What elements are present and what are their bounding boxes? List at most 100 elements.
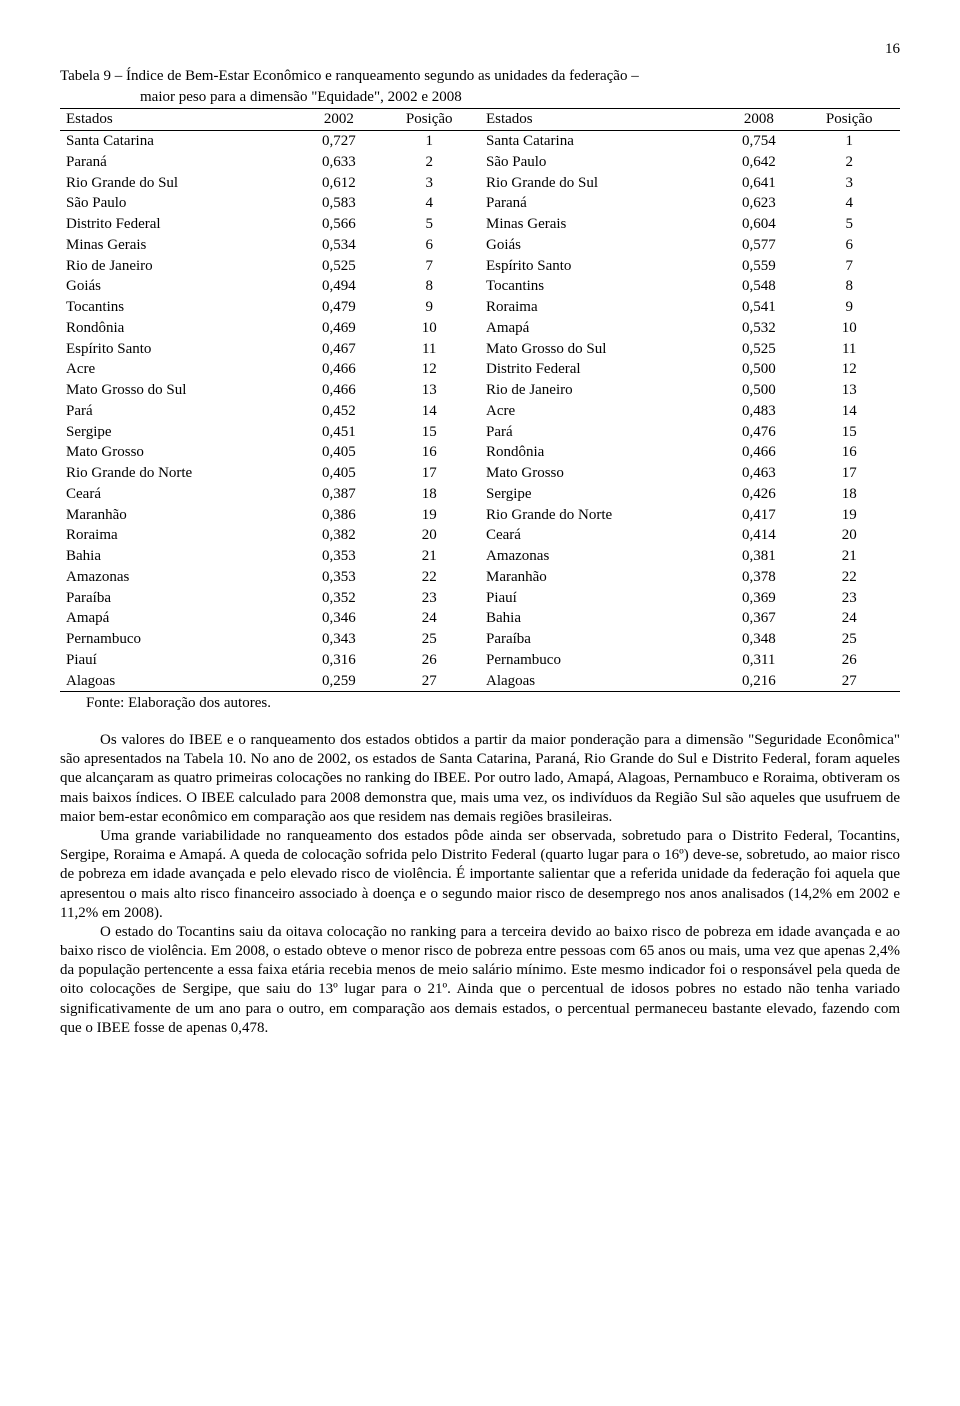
table-cell: 3	[378, 173, 480, 194]
table-cell: 25	[378, 629, 480, 650]
table-cell: 0,343	[299, 629, 378, 650]
table-cell: 0,483	[719, 401, 798, 422]
table-cell: 17	[378, 463, 480, 484]
table-cell: Roraima	[480, 297, 719, 318]
table-cell: 0,548	[719, 276, 798, 297]
table-cell: Santa Catarina	[480, 131, 719, 152]
table-cell: 17	[798, 463, 900, 484]
table-cell: 0,754	[719, 131, 798, 152]
table-cell: 21	[798, 546, 900, 567]
table-row: Distrito Federal0,5665Minas Gerais0,6045	[60, 214, 900, 235]
table-cell: 16	[378, 442, 480, 463]
table-cell: Goiás	[480, 235, 719, 256]
table-cell: 15	[378, 422, 480, 443]
table-cell: Rondônia	[480, 442, 719, 463]
table-cell: 9	[798, 297, 900, 318]
table-cell: Rio de Janeiro	[480, 380, 719, 401]
table-cell: Rio Grande do Norte	[60, 463, 299, 484]
table-cell: 0,417	[719, 505, 798, 526]
table-cell: 0,367	[719, 608, 798, 629]
table-cell: Tocantins	[60, 297, 299, 318]
table-cell: Acre	[60, 359, 299, 380]
table-row: Espírito Santo0,46711Mato Grosso do Sul0…	[60, 339, 900, 360]
table-cell: 0,641	[719, 173, 798, 194]
table-cell: 5	[378, 214, 480, 235]
table-cell: 0,426	[719, 484, 798, 505]
table-row: Pará0,45214Acre0,48314	[60, 401, 900, 422]
table-cell: Ceará	[60, 484, 299, 505]
table-cell: 26	[798, 650, 900, 671]
table-row: Rio Grande do Norte0,40517Mato Grosso0,4…	[60, 463, 900, 484]
table-cell: Mato Grosso	[60, 442, 299, 463]
table-cell: Distrito Federal	[480, 359, 719, 380]
table-row: Acre0,46612Distrito Federal0,50012	[60, 359, 900, 380]
table-cell: Bahia	[480, 608, 719, 629]
table-cell: 0,494	[299, 276, 378, 297]
table-cell: Espírito Santo	[480, 256, 719, 277]
col-estados-2008: Estados	[480, 109, 719, 131]
table-row: Bahia0,35321Amazonas0,38121	[60, 546, 900, 567]
table-cell: 0,382	[299, 525, 378, 546]
table-cell: Amazonas	[60, 567, 299, 588]
table-cell: 13	[378, 380, 480, 401]
table-row: Maranhão0,38619Rio Grande do Norte0,4171…	[60, 505, 900, 526]
table-cell: Rio Grande do Norte	[480, 505, 719, 526]
table-cell: 0,559	[719, 256, 798, 277]
table-cell: 0,405	[299, 463, 378, 484]
table-caption-line2: maior peso para a dimensão "Equidade", 2…	[60, 88, 900, 107]
table-cell: Distrito Federal	[60, 214, 299, 235]
table-cell: 0,500	[719, 380, 798, 401]
col-2008: 2008	[719, 109, 798, 131]
table-cell: 0,381	[719, 546, 798, 567]
table-cell: 12	[378, 359, 480, 380]
table-cell: Maranhão	[60, 505, 299, 526]
table-cell: 8	[798, 276, 900, 297]
col-estados-2002: Estados	[60, 109, 299, 131]
table-cell: 0,525	[299, 256, 378, 277]
table-cell: 0,727	[299, 131, 378, 152]
table-cell: 0,463	[719, 463, 798, 484]
table-cell: Alagoas	[480, 671, 719, 692]
table-cell: Minas Gerais	[480, 214, 719, 235]
table-row: Roraima0,38220Ceará0,41420	[60, 525, 900, 546]
table-cell: 0,467	[299, 339, 378, 360]
table-row: Amapá0,34624Bahia0,36724	[60, 608, 900, 629]
table-cell: 1	[798, 131, 900, 152]
table-cell: 19	[798, 505, 900, 526]
col-pos-2002: Posição	[378, 109, 480, 131]
table-row: Paraná0,6332São Paulo0,6422	[60, 152, 900, 173]
table-cell: 0,525	[719, 339, 798, 360]
table-cell: Sergipe	[480, 484, 719, 505]
table-cell: São Paulo	[60, 193, 299, 214]
table-cell: 5	[798, 214, 900, 235]
table-cell: 4	[798, 193, 900, 214]
table-row: Santa Catarina0,7271Santa Catarina0,7541	[60, 131, 900, 152]
table-cell: 0,466	[299, 359, 378, 380]
table-cell: 2	[378, 152, 480, 173]
table-cell: 14	[798, 401, 900, 422]
table-cell: 0,642	[719, 152, 798, 173]
table-cell: 0,532	[719, 318, 798, 339]
table-cell: 25	[798, 629, 900, 650]
table-cell: Maranhão	[480, 567, 719, 588]
table-cell: Pernambuco	[480, 650, 719, 671]
table-row: Piauí0,31626Pernambuco0,31126	[60, 650, 900, 671]
table-cell: 0,583	[299, 193, 378, 214]
table-cell: Alagoas	[60, 671, 299, 692]
table-row: Alagoas0,25927Alagoas0,21627	[60, 671, 900, 692]
table-cell: 0,405	[299, 442, 378, 463]
table-cell: 0,466	[719, 442, 798, 463]
table-cell: 27	[798, 671, 900, 692]
table-source: Fonte: Elaboração dos autores.	[86, 694, 900, 713]
table-cell: Rondônia	[60, 318, 299, 339]
table-cell: 11	[798, 339, 900, 360]
table-cell: 0,633	[299, 152, 378, 173]
table-cell: 0,469	[299, 318, 378, 339]
table-cell: 1	[378, 131, 480, 152]
table-cell: 0,577	[719, 235, 798, 256]
table-cell: 27	[378, 671, 480, 692]
table-cell: 0,623	[719, 193, 798, 214]
table-header-row: Estados 2002 Posição Estados 2008 Posiçã…	[60, 109, 900, 131]
table-row: Sergipe0,45115Pará0,47615	[60, 422, 900, 443]
table-cell: 10	[378, 318, 480, 339]
